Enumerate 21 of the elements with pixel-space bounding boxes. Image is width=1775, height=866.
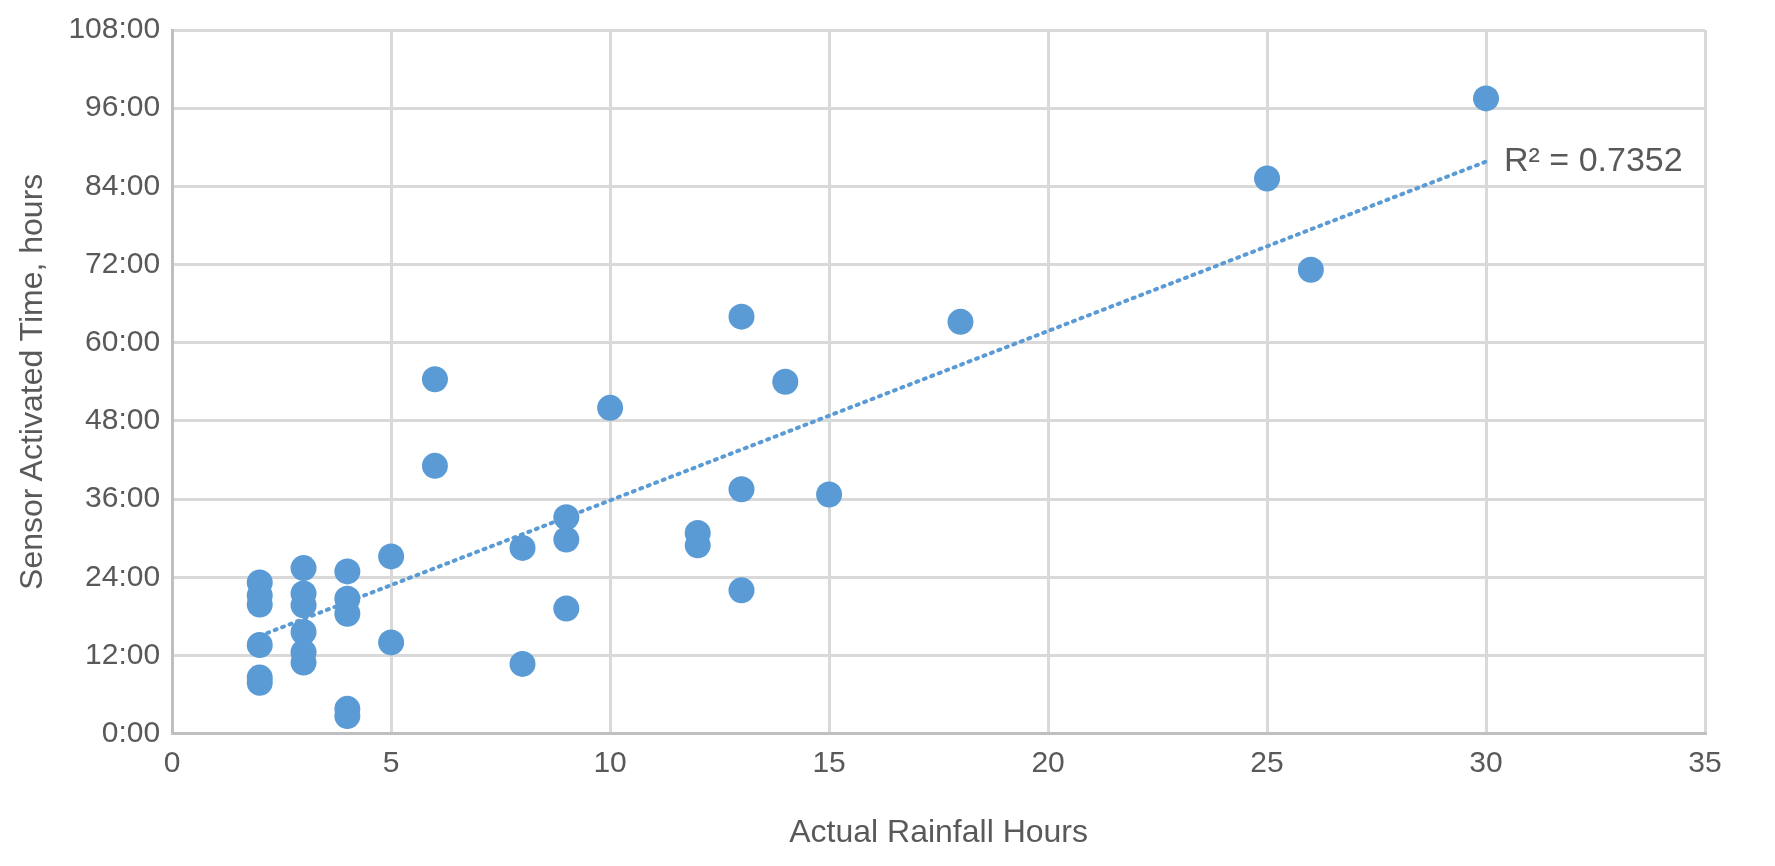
y-tick-label: 72:00 xyxy=(85,245,161,279)
y-tick-label: 108:00 xyxy=(68,11,161,45)
y-tick-label: 12:00 xyxy=(85,636,161,670)
x-tick-label: 20 xyxy=(1031,744,1065,778)
y-tick-label: 36:00 xyxy=(85,480,161,514)
y-tick-label: 96:00 xyxy=(85,89,161,123)
x-tick-label: 0 xyxy=(163,744,181,778)
x-tick-label: 10 xyxy=(593,744,627,778)
y-tick-label: 60:00 xyxy=(85,323,161,357)
y-tick-label: 24:00 xyxy=(85,558,161,592)
y-tick-label: 48:00 xyxy=(85,402,161,436)
x-tick-label: 25 xyxy=(1250,744,1284,778)
annotation: R² = 0.7352 xyxy=(1504,139,1683,178)
y-tick-label: 84:00 xyxy=(85,167,161,201)
x-axis-title: Actual Rainfall Hours xyxy=(789,812,1088,849)
y-tick-label: 0:00 xyxy=(101,714,161,748)
x-tick-label: 15 xyxy=(812,744,846,778)
x-tick-label: 30 xyxy=(1469,744,1503,778)
x-tick-label: 35 xyxy=(1688,744,1722,778)
x-tick-label: 5 xyxy=(382,744,400,778)
y-axis-title: Sensor Activated Time, hours xyxy=(13,173,50,590)
